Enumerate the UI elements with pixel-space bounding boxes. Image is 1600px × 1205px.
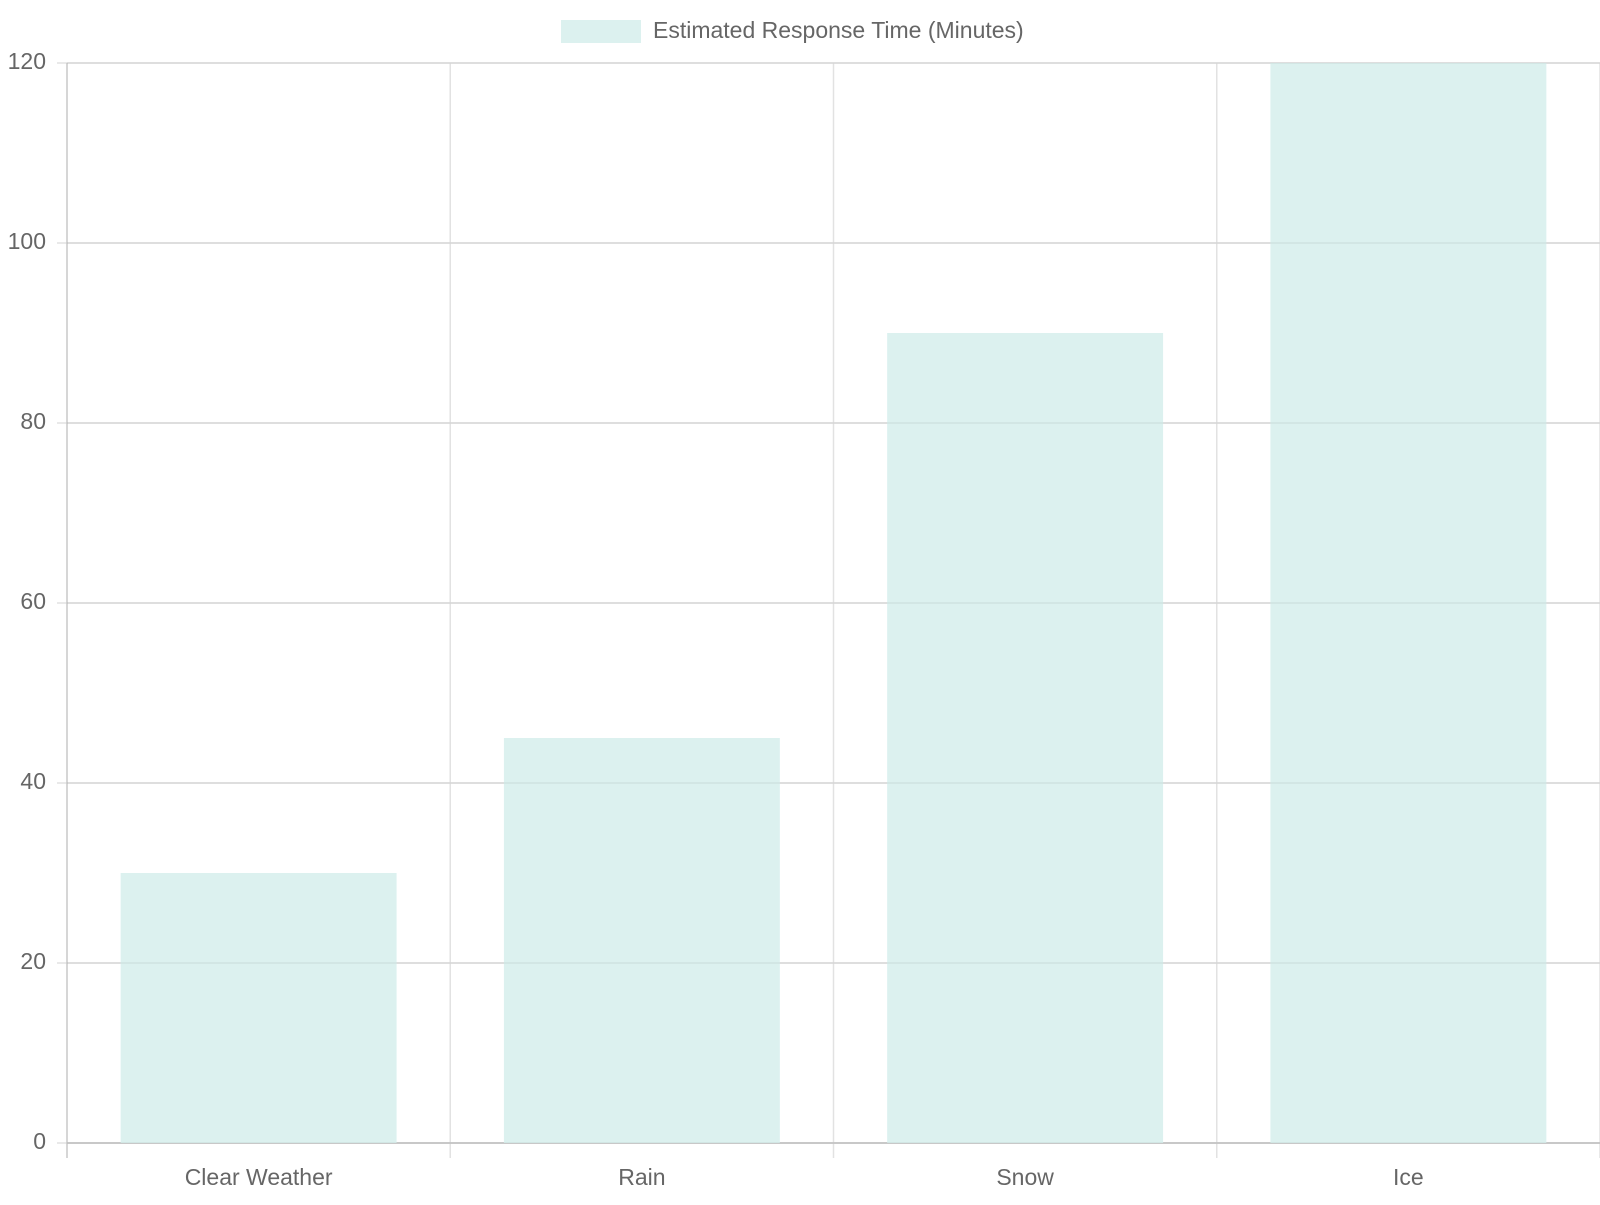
y-tick-label: 120 <box>8 48 46 74</box>
y-tick-label: 40 <box>20 768 46 794</box>
y-tick-label: 0 <box>33 1128 46 1154</box>
x-tick-label: Clear Weather <box>185 1164 333 1190</box>
bar <box>120 873 397 1143</box>
y-tick-label: 100 <box>8 228 46 254</box>
bar <box>503 738 780 1143</box>
x-tick-label: Rain <box>618 1164 665 1190</box>
bar <box>1270 63 1547 1143</box>
y-tick-label: 20 <box>20 948 46 974</box>
legend-label: Estimated Response Time (Minutes) <box>653 17 1024 43</box>
legend-swatch <box>561 20 641 43</box>
bar <box>887 333 1164 1143</box>
x-tick-label: Snow <box>996 1164 1054 1190</box>
x-tick-label: Ice <box>1393 1164 1424 1190</box>
y-tick-label: 60 <box>20 588 46 614</box>
y-tick-label: 80 <box>20 408 46 434</box>
legend: Estimated Response Time (Minutes) <box>561 17 1024 43</box>
